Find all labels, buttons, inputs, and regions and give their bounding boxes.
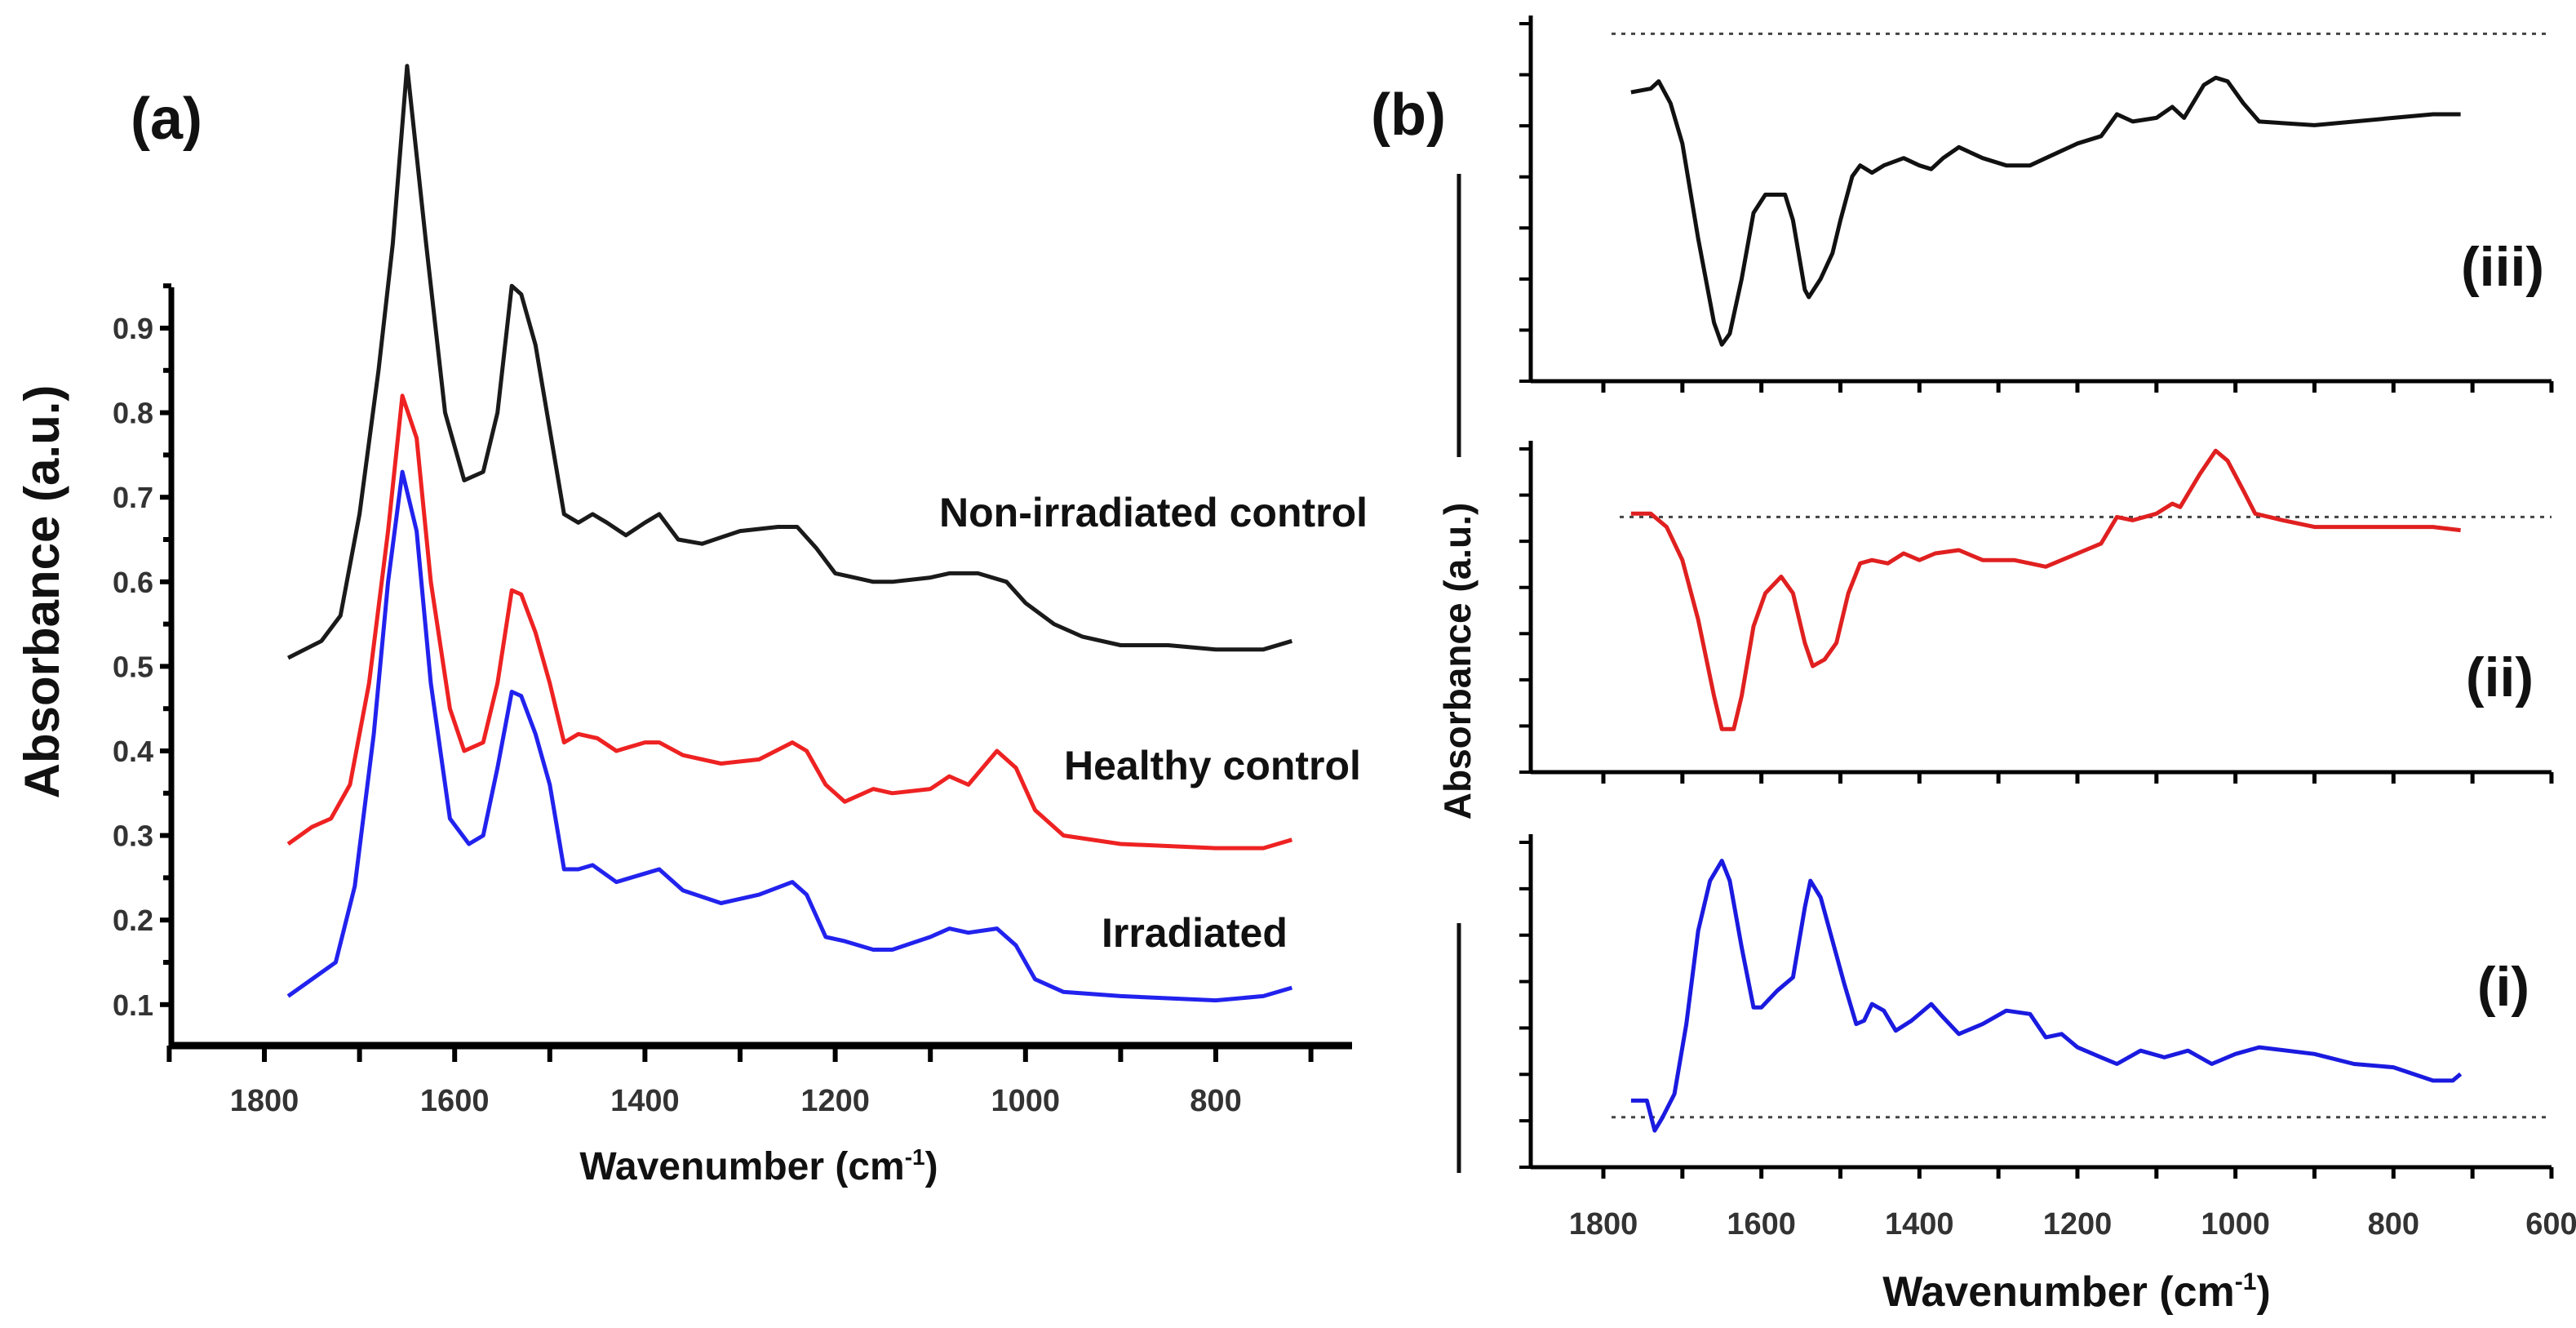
panel-b-x-axis-title: Wavenumber (cm-1) [1882, 1268, 2271, 1316]
panel-a: (a) Absorbance (a.u.) Wavenumber (cm-1) … [15, 64, 1368, 1188]
x-title-text: Wavenumber (cm [1882, 1268, 2235, 1316]
x-tick-label: 1000 [2201, 1207, 2270, 1241]
panel-b-y-axis-title: Absorbance (a.u.) [1436, 503, 1479, 820]
panel-a-y-axis-title: Absorbance (a.u.) [15, 385, 69, 799]
subpanel-label: (iii) [2461, 236, 2544, 298]
subpanel-iii: (iii) [1519, 16, 2554, 393]
y-tick-label: 0.3 [113, 819, 153, 853]
panel-a-x-axis-title: Wavenumber (cm-1) [579, 1144, 938, 1188]
series-line-healthy-control [286, 393, 1293, 851]
y-tick-label: 0.9 [113, 312, 153, 345]
subpanel-i: (i) [1519, 834, 2554, 1179]
spectrum-line-i [1630, 859, 2463, 1133]
x-tick-label: 600 [2525, 1207, 2576, 1241]
x-tick-label: 1600 [420, 1084, 490, 1118]
subpanel-ii: (ii) [1519, 441, 2554, 784]
x-tick-label: 800 [2368, 1207, 2419, 1241]
series-line-non-irradiated-control [286, 64, 1293, 660]
y-tick-label: 0.6 [113, 566, 153, 599]
spectrum-line-iii [1630, 75, 2461, 347]
x-tick-label: 1000 [991, 1084, 1061, 1118]
x-title-sup: -1 [905, 1144, 925, 1170]
series-line-irradiated [286, 469, 1293, 1003]
x-tick-label: 1600 [1727, 1207, 1796, 1241]
y-tick-label: 0.5 [113, 650, 153, 683]
x-tick-label: 800 [1190, 1084, 1241, 1118]
x-tick-label: 1800 [230, 1084, 299, 1118]
x-title-sup: -1 [2235, 1268, 2257, 1295]
y-tick-label: 0.7 [113, 481, 153, 514]
y-tick-label: 0.2 [113, 904, 153, 937]
y-tick-label: 0.1 [113, 988, 153, 1022]
legend-label-irradiated: Irradiated [1102, 910, 1288, 956]
x-title-text: Wavenumber (cm [579, 1145, 904, 1188]
x-tick-label: 1400 [610, 1084, 680, 1118]
legend-label-non-irradiated: Non-irradiated control [939, 490, 1368, 535]
spectrum-line-ii [1630, 448, 2461, 731]
x-tick-label: 1800 [1569, 1207, 1638, 1241]
x-tick-label: 1200 [2043, 1207, 2113, 1241]
x-tick-label: 1400 [1885, 1207, 1954, 1241]
legend-label-healthy: Healthy control [1064, 743, 1361, 788]
x-title-close: ) [2256, 1268, 2270, 1316]
panel-b: (b) Absorbance (a.u.) Wavenumber (cm-1) … [1371, 16, 2576, 1316]
subpanel-label: (ii) [2466, 646, 2534, 708]
y-tick-label: 0.8 [113, 397, 153, 430]
y-tick-label: 0.4 [113, 735, 153, 768]
panel-a-label: (a) [131, 87, 202, 152]
subpanel-label: (i) [2477, 956, 2529, 1018]
x-tick-label: 1200 [800, 1084, 870, 1118]
panel-b-label: (b) [1371, 82, 1446, 148]
x-title-close: ) [925, 1145, 938, 1188]
